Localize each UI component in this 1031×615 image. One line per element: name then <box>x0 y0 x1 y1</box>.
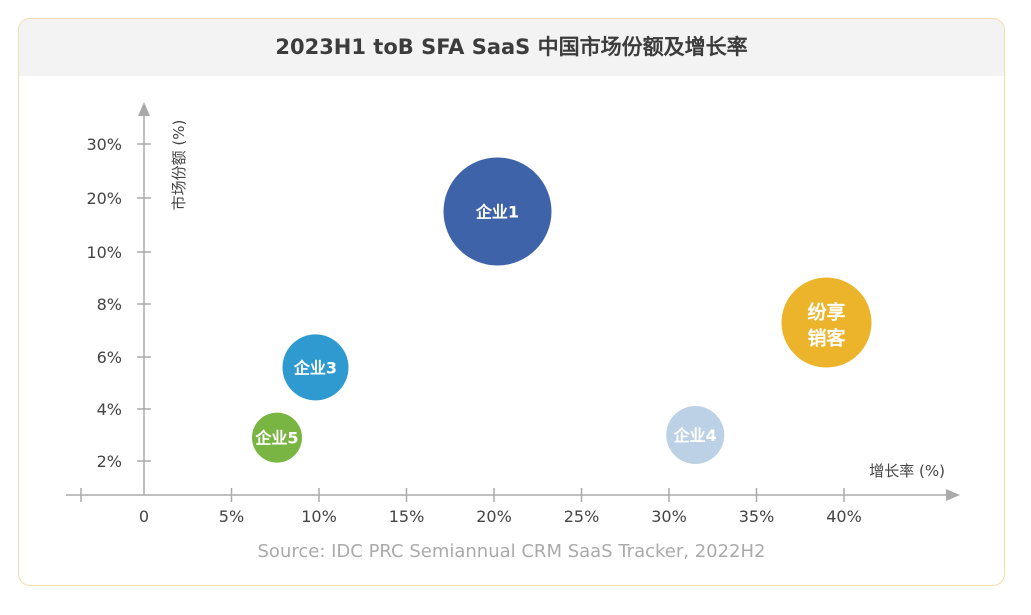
y-tick-label: 8% <box>97 295 122 314</box>
x-tick-label: 35% <box>739 507 775 526</box>
bubble-label: 企业1 <box>475 203 519 222</box>
chart-title: 2023H1 toB SFA SaaS 中国市场份额及增长率 <box>275 35 748 59</box>
x-tick-label: 0 <box>139 507 149 526</box>
source-note: Source: IDC PRC Semiannual CRM SaaS Trac… <box>257 541 766 562</box>
x-tick-label: 20% <box>476 507 512 526</box>
y-tick-label: 20% <box>86 189 122 208</box>
y-tick-label: 10% <box>86 243 122 262</box>
bubble-label: 企业5 <box>254 429 298 448</box>
y-axis-title: 市场份额 (%) <box>170 120 188 211</box>
x-axis-title: 增长率 (%) <box>869 462 945 480</box>
y-axis-arrow <box>138 102 150 116</box>
x-tick-label: 25% <box>564 507 600 526</box>
y-tick-label: 6% <box>97 348 122 367</box>
bubble-label: 企业3 <box>293 358 337 377</box>
x-tick-label: 5% <box>219 507 244 526</box>
bubble-point <box>252 412 302 463</box>
x-axis-arrow <box>946 489 960 501</box>
bubble-label: 企业4 <box>673 426 717 445</box>
x-tick-label: 40% <box>826 507 862 526</box>
title-bar <box>19 19 1004 76</box>
x-tick-label: 30% <box>651 507 687 526</box>
y-tick-label: 4% <box>97 400 122 419</box>
y-tick-label: 2% <box>97 452 122 471</box>
bubble-point <box>282 334 349 401</box>
bubble-label: 纷享 <box>807 301 845 324</box>
bubble-point <box>666 406 725 464</box>
x-tick-label: 15% <box>389 507 425 526</box>
bubble-label: 销客 <box>807 327 846 350</box>
bubble-point <box>781 277 872 368</box>
bubble-point <box>443 157 552 266</box>
y-tick-label: 30% <box>86 135 122 154</box>
x-tick-label: 10% <box>301 507 337 526</box>
